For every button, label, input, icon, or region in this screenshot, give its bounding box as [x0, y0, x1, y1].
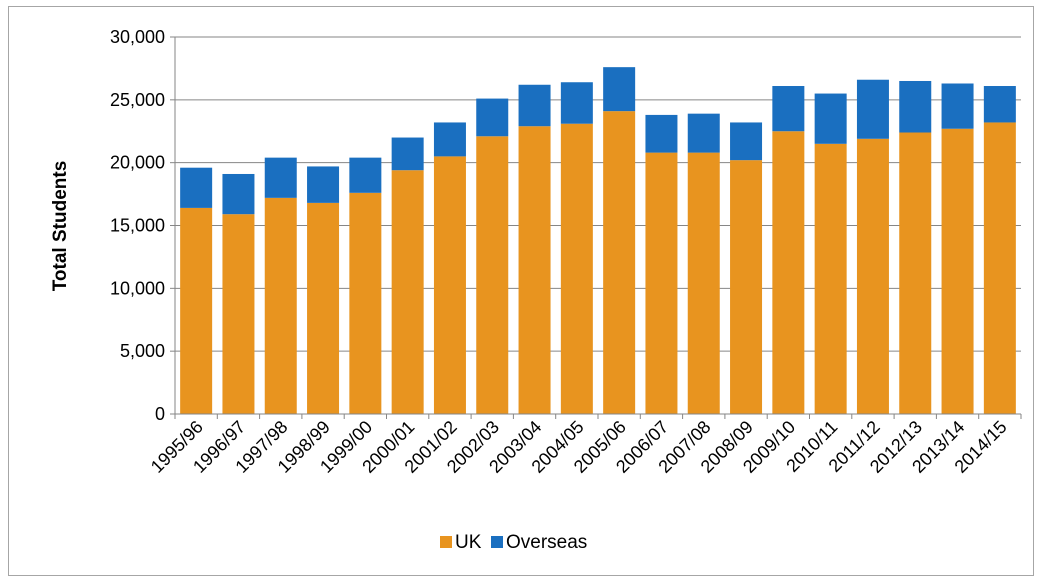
bar-overseas-2001-02 — [433, 122, 466, 157]
bar-overseas-1998-99 — [307, 166, 340, 203]
bar-overseas-2004-05 — [560, 82, 593, 124]
y-axis-label: Total Students — [50, 161, 71, 292]
bar-overseas-2014-15 — [983, 86, 1016, 123]
bar-uk-2004-05 — [560, 123, 593, 415]
bar-overseas-2003-04 — [518, 84, 551, 127]
bar-uk-2001-02 — [433, 156, 466, 414]
y-tick-label: 0 — [155, 404, 165, 424]
bar-uk-2013-14 — [941, 128, 974, 414]
legend-swatch-overseas — [491, 536, 503, 548]
legend-label-overseas: Overseas — [506, 532, 587, 553]
y-tick-label: 10,000 — [110, 278, 165, 298]
bar-uk-2003-04 — [518, 126, 551, 415]
y-tick-label: 25,000 — [110, 90, 165, 110]
bar-overseas-2008-09 — [730, 122, 763, 161]
bar-uk-2011-12 — [856, 138, 889, 415]
bar-uk-2002-03 — [476, 136, 509, 414]
bar-uk-2009-10 — [772, 131, 805, 414]
bar-uk-2012-13 — [899, 132, 932, 415]
legend-swatch-uk — [440, 536, 452, 548]
bar-uk-1997-98 — [264, 197, 297, 414]
bar-overseas-1996-97 — [222, 173, 255, 215]
bar-overseas-2000-01 — [391, 137, 424, 171]
y-tick-label: 20,000 — [110, 153, 165, 173]
bar-uk-2008-09 — [730, 160, 763, 414]
bar-overseas-2013-14 — [941, 83, 974, 129]
bar-uk-2006-07 — [645, 152, 678, 414]
bars — [180, 67, 1016, 415]
bar-overseas-1995-96 — [180, 167, 213, 208]
bar-uk-2007-08 — [687, 152, 720, 414]
bar-uk-2005-06 — [603, 111, 636, 414]
bar-overseas-2007-08 — [687, 113, 720, 153]
bar-overseas-2011-12 — [856, 79, 889, 139]
bar-uk-2014-15 — [983, 122, 1016, 414]
bar-overseas-1997-98 — [264, 157, 297, 198]
bar-uk-2000-01 — [391, 170, 424, 414]
bar-overseas-1999-00 — [349, 157, 382, 193]
bar-overseas-2005-06 — [603, 67, 636, 112]
legend-label-uk: UK — [455, 532, 482, 553]
bar-overseas-2010-11 — [814, 93, 847, 144]
gridlines — [175, 36, 1021, 352]
y-tick-label: 5,000 — [120, 341, 165, 361]
y-tick-label: 30,000 — [110, 27, 165, 47]
bar-uk-1998-99 — [307, 202, 340, 414]
bar-uk-1999-00 — [349, 192, 382, 414]
bar-overseas-2012-13 — [899, 80, 932, 133]
bar-overseas-2002-03 — [476, 98, 509, 137]
bar-overseas-2006-07 — [645, 114, 678, 153]
bar-uk-1995-96 — [180, 207, 213, 414]
legend: UK Overseas — [440, 532, 587, 553]
bar-uk-1996-97 — [222, 214, 255, 414]
bar-uk-2010-11 — [814, 143, 847, 415]
bar-overseas-2009-10 — [772, 86, 805, 132]
y-tick-label: 15,000 — [110, 216, 165, 236]
